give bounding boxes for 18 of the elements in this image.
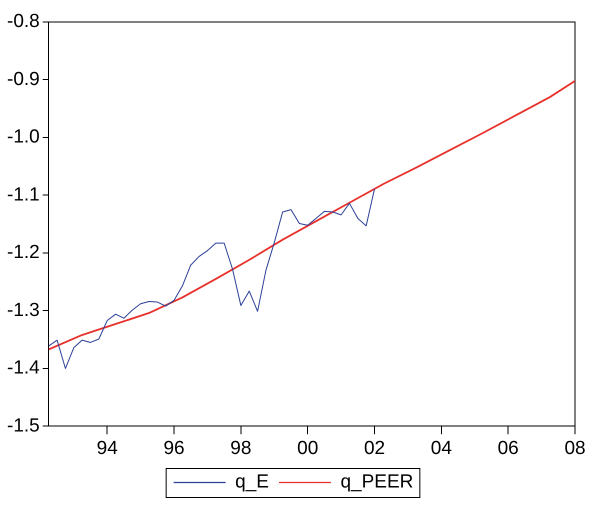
y-tick-label: -1.0	[6, 126, 40, 148]
y-tick-label: -1.1	[6, 184, 40, 206]
y-tick-label: -0.9	[6, 68, 40, 90]
y-tick-label: -1.3	[6, 300, 40, 321]
x-tick-label: 00	[297, 438, 318, 459]
x-tick-label: 06	[498, 438, 519, 459]
x-tick-label: 94	[96, 438, 118, 459]
y-tick-label: -0.8	[6, 11, 40, 32]
x-tick-label: 08	[564, 438, 586, 459]
x-tick-label: 98	[230, 438, 252, 459]
y-tick-label: -1.4	[6, 358, 40, 379]
x-tick-label: 02	[364, 438, 386, 459]
x-tick-label: 04	[430, 438, 452, 459]
x-tick-label: 96	[163, 438, 185, 459]
y-tick-label: -1.2	[6, 242, 40, 264]
y-tick-label: -1.5	[6, 415, 40, 436]
legend-label: q_PEER	[340, 472, 414, 493]
legend-label: q_E	[235, 472, 269, 493]
